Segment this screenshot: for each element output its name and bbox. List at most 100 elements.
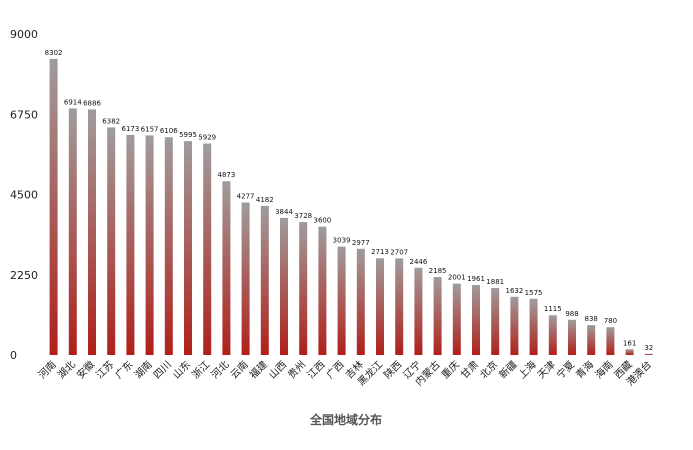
bar: [510, 296, 519, 355]
x-tick-label: 广东: [112, 358, 135, 381]
bar: [164, 137, 173, 355]
bar: [107, 127, 116, 355]
bars: [49, 58, 653, 356]
bar: [222, 181, 231, 355]
y-tick-label: 2250: [10, 269, 38, 282]
data-label: 3728: [294, 212, 312, 220]
data-label: 8302: [45, 49, 63, 57]
bar: [606, 327, 615, 355]
x-tick-label: 四川: [152, 359, 174, 381]
bar: [184, 141, 192, 355]
bar: [625, 349, 634, 355]
x-tick-label: 贵州: [285, 358, 308, 381]
bar: [472, 285, 480, 355]
bar: [587, 325, 596, 355]
data-label: 1881: [486, 278, 504, 286]
data-label: 1575: [525, 289, 543, 297]
bar: [318, 226, 327, 355]
x-tick-label: 宁夏: [554, 358, 577, 381]
y-tick-label: 6750: [10, 108, 38, 121]
data-label: 3844: [275, 208, 293, 216]
data-label: 988: [565, 310, 578, 318]
x-tick-label: 云南: [227, 358, 250, 381]
bar: [356, 248, 365, 355]
data-label: 5995: [179, 131, 197, 139]
bar: [299, 222, 308, 355]
bar: [337, 246, 346, 355]
x-axis-title: 全国地域分布: [309, 412, 382, 427]
data-label: 6382: [102, 117, 120, 125]
data-label: 6106: [160, 127, 178, 135]
data-label: 2707: [390, 248, 408, 256]
x-tick-label: 新疆: [496, 358, 519, 381]
y-axis: 0 2250 4500 6750 9000: [10, 28, 38, 362]
data-label: 2001: [448, 274, 466, 282]
x-tick-label: 北京: [477, 358, 500, 381]
bar: [376, 258, 384, 355]
bar: [395, 258, 404, 355]
bar: [491, 287, 500, 355]
y-tick-label: 0: [10, 349, 17, 362]
x-tick-label: 湖南: [131, 358, 154, 381]
x-tick-label: 甘肃: [458, 358, 481, 381]
bar: [241, 202, 250, 355]
x-tick-label: 陕西: [381, 358, 404, 381]
data-label: 6914: [64, 98, 82, 106]
x-tick-label: 湖北: [55, 359, 78, 382]
data-label: 780: [604, 317, 617, 325]
bar: [568, 319, 576, 355]
x-tick-label: 河南: [35, 358, 58, 381]
x-tick-label: 海南: [592, 358, 615, 381]
data-label: 2185: [429, 267, 447, 275]
x-tick-label: 安徽: [74, 358, 97, 381]
data-label: 3600: [313, 217, 331, 225]
data-label: 4182: [256, 196, 274, 204]
x-tick-label: 青海: [573, 358, 596, 381]
bar: [68, 108, 77, 355]
bar: [414, 267, 423, 355]
data-label: 6173: [121, 125, 139, 133]
data-label: 838: [585, 315, 598, 323]
bar: [433, 277, 442, 355]
bar: [145, 135, 154, 355]
data-label: 4873: [217, 171, 235, 179]
bar: [49, 58, 58, 356]
x-tick-label: 江西: [305, 359, 328, 382]
x-tick-label: 天津: [535, 359, 558, 382]
data-label: 2977: [352, 239, 370, 247]
x-tick-label: 山东: [170, 358, 193, 381]
data-label: 1961: [467, 275, 485, 283]
data-label: 2713: [371, 248, 389, 256]
bar: [88, 109, 96, 356]
data-label: 4277: [237, 192, 255, 200]
data-label: 161: [623, 339, 636, 347]
y-tick-label: 9000: [10, 28, 38, 41]
data-label: 6886: [83, 99, 101, 107]
data-label: 6157: [141, 125, 159, 133]
x-tick-label: 重庆: [439, 358, 462, 381]
data-label: 1115: [544, 305, 562, 313]
x-tick-label: 江苏: [93, 358, 116, 381]
bar: [644, 353, 653, 355]
bar: [260, 205, 269, 355]
x-tick-label: 山西: [266, 359, 289, 382]
x-tick-label: 广西: [324, 359, 347, 382]
x-tick-label: 福建: [247, 358, 270, 381]
data-label: 5929: [198, 134, 216, 142]
x-tick-label: 上海: [515, 358, 538, 381]
bar: [203, 143, 212, 355]
x-tick-label: 河北: [209, 359, 232, 382]
y-tick-label: 4500: [10, 189, 38, 202]
x-axis: 河南湖北安徽江苏广东湖南四川山东浙江河北云南福建山西贵州江西广西吉林黑龙江陕西辽…: [35, 358, 654, 388]
data-label: 1632: [505, 287, 523, 295]
x-tick-label: 浙江: [190, 359, 213, 382]
bar: [280, 217, 288, 355]
bar: [548, 315, 557, 355]
data-label: 32: [644, 344, 653, 352]
bar: [452, 283, 461, 355]
bar: [529, 298, 538, 355]
bar: [126, 134, 135, 355]
